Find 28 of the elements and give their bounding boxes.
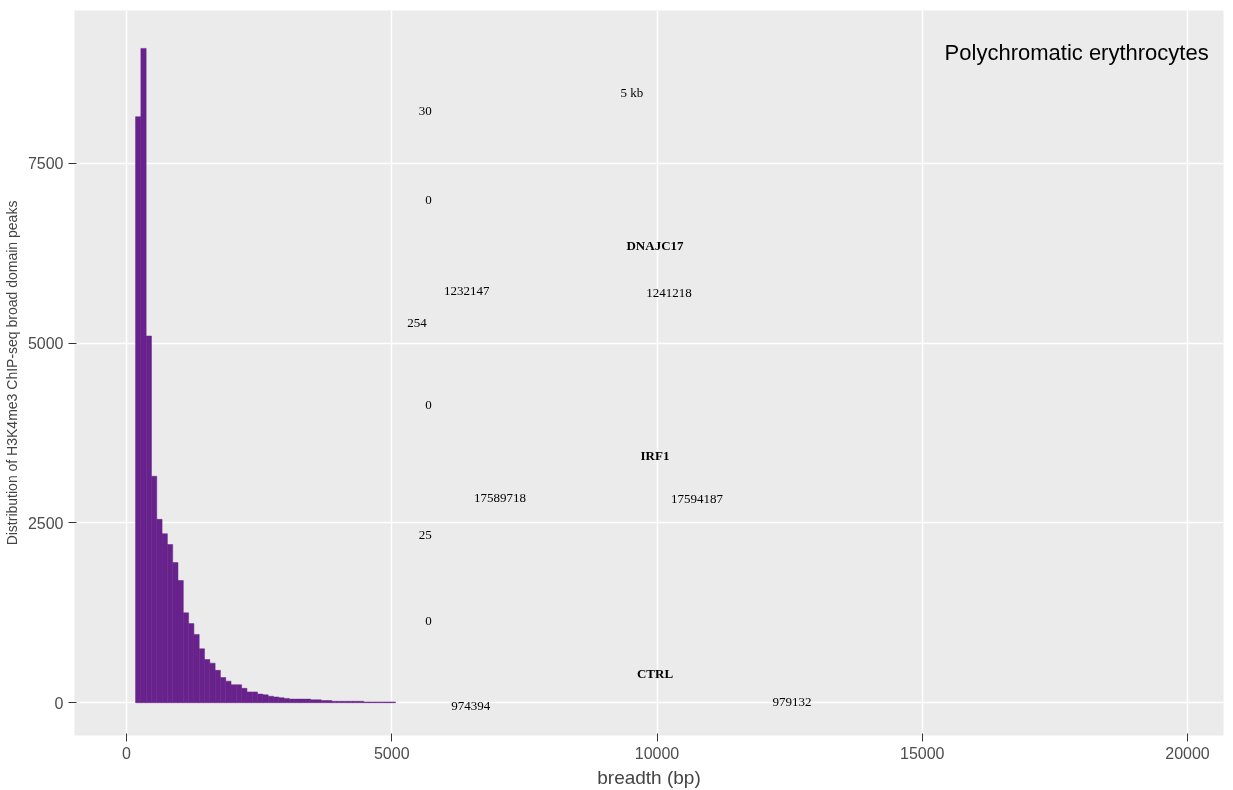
annotation: 25	[418, 526, 432, 542]
x-tick-label: 10000	[634, 744, 680, 762]
annotation: 974394	[451, 697, 491, 713]
x-tick-label: 5000	[373, 744, 410, 762]
annotation: 1241218	[646, 284, 692, 300]
annotation: 0	[425, 396, 432, 412]
annotation: 979132	[772, 693, 812, 709]
annotation: IRF1	[640, 447, 670, 463]
annotation: 0	[425, 613, 432, 629]
x-axis-title: breadth (bp)	[597, 766, 701, 788]
x-tick-label: 0	[122, 744, 132, 762]
annotation: 1232147	[444, 282, 491, 298]
annotation: 5 kb	[620, 85, 644, 101]
annotation: 0	[425, 192, 432, 208]
annotation: 30	[418, 102, 432, 118]
y-tick-label: 0	[54, 694, 64, 712]
y-tick-label: 7500	[27, 155, 64, 173]
annotation: CTRL	[636, 666, 674, 682]
annotation: Polychromatic erythrocytes	[944, 39, 1209, 65]
y-axis-title: Distribution of H3K4me3 ChIP-seq broad domain peaks	[3, 200, 20, 546]
annotation: DNAJC17	[626, 238, 685, 254]
x-tick-label: 15000	[900, 744, 945, 762]
y-tick-label: 2500	[27, 514, 64, 532]
annotation: 17589718	[473, 490, 526, 506]
annotation: 17594187	[671, 491, 724, 507]
y-tick-label: 5000	[27, 335, 64, 353]
annotation: 254	[407, 315, 428, 331]
x-tick-label: 20000	[1165, 744, 1210, 762]
